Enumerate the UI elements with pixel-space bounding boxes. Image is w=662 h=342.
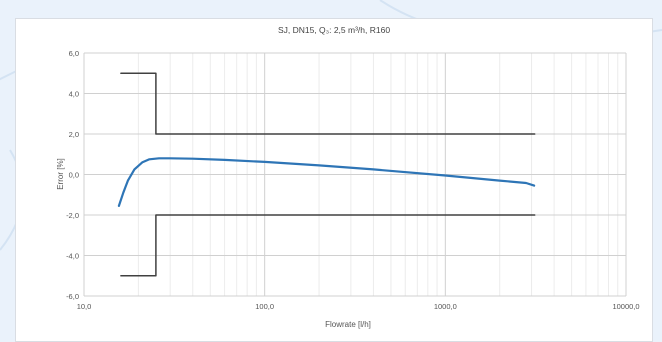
x-tick-label: 10,0 [77,302,92,311]
y-tick-label: 2,0 [69,130,79,139]
y-axis-label: Error [%] [56,158,65,190]
x-tick-label: 10000,0 [612,302,639,311]
y-tick-label: -2,0 [66,211,79,220]
tick-labels: 6,0 4,0 2,0 0,0 -2,0 -4,0 -6,010,0 100,0 1000,0 1… [66,49,640,311]
chart-panel: SJ, DN15, Q₃: 2,5 m³/h, R160 6,0 4,0 2,0 0,… [15,18,653,342]
error-curve-line [117,157,536,207]
y-tick-label: 4,0 [69,90,79,99]
y-tick-label: -4,0 [66,252,79,261]
y-tick-label: 0,0 [69,171,79,180]
upper-limit-line [120,72,536,135]
error-curve-layer [117,157,536,207]
chart-svg: SJ, DN15, Q₃: 2,5 m³/h, R160 6,0 4,0 2,0 0,… [56,25,640,329]
lower-limit-line [120,214,536,277]
y-tick-label: 6,0 [69,49,79,58]
x-tick-label: 1000,0 [434,302,457,311]
y-tick-label: -6,0 [66,292,79,301]
x-axis-label: Flowrate [l/h] [325,320,371,329]
chart-title: SJ, DN15, Q₃: 2,5 m³/h, R160 [278,25,390,35]
grid-lines [83,52,627,297]
tolerance-limits [120,72,536,277]
x-tick-label: 100,0 [255,302,274,311]
